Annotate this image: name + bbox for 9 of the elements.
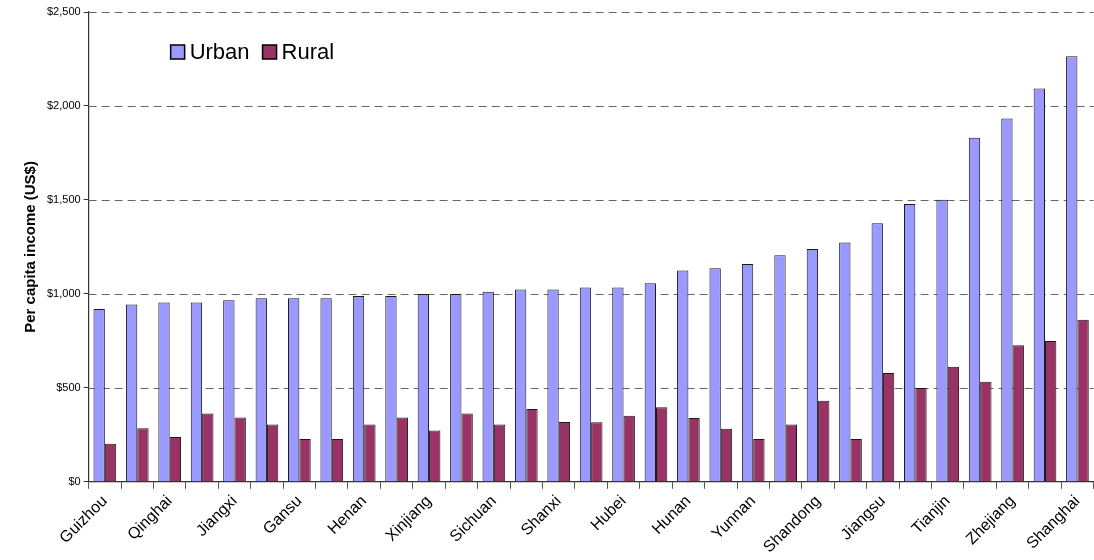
y-tick-label: $2,500	[46, 5, 81, 18]
y-tick-label: $1,000	[46, 286, 81, 299]
y-axis-title: Per capita income (US$)	[21, 161, 39, 333]
y-tick-label: $0	[68, 474, 81, 487]
legend-label: Rural	[281, 39, 335, 65]
y-tick-label: $2,000	[46, 99, 81, 111]
y-tick-label: $500	[56, 380, 81, 393]
y-tick-label: $1,500	[46, 192, 81, 205]
legend-label: Urban	[189, 39, 250, 65]
